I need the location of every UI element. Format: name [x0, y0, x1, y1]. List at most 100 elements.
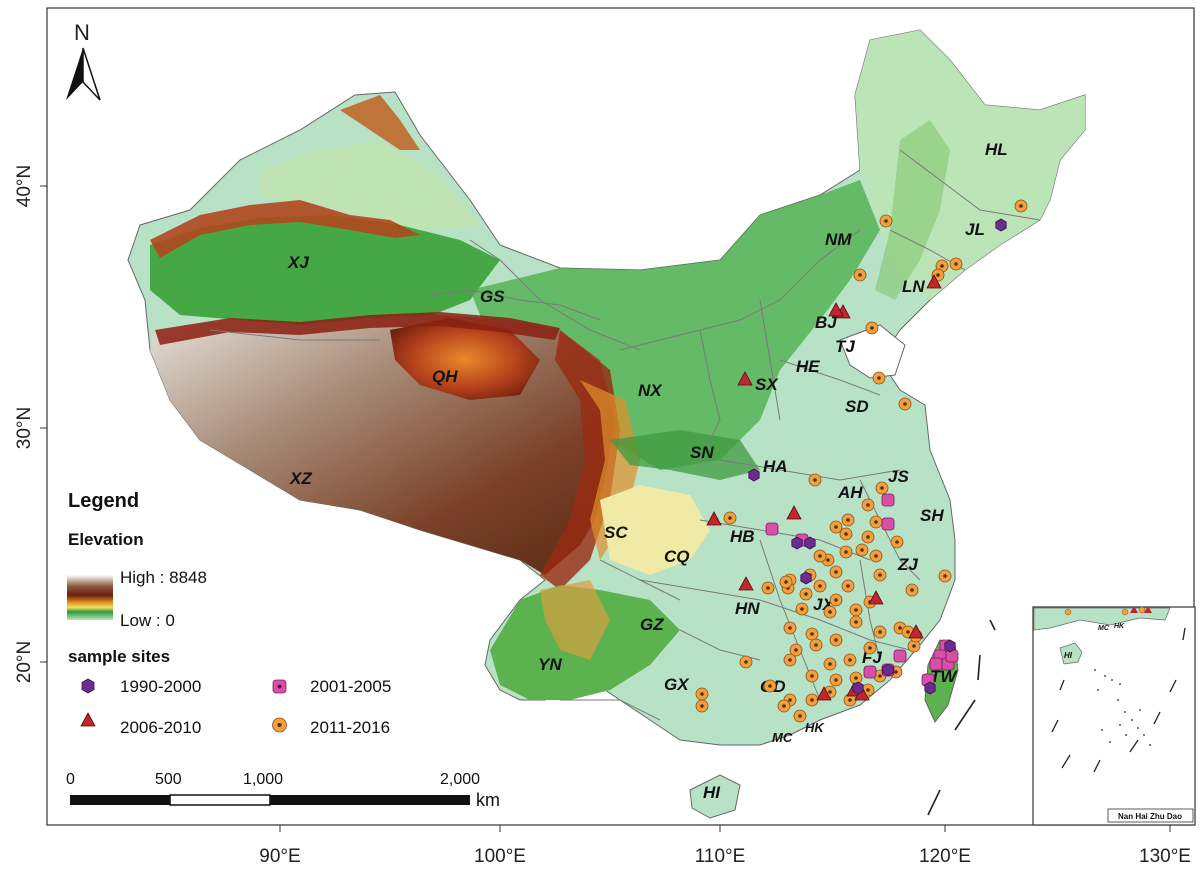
site-2011-2016-dot [866, 503, 870, 507]
site-2011-2016-dot [844, 532, 848, 536]
inset-islands [1094, 669, 1151, 746]
site-2001-2005 [881, 493, 895, 507]
scale-label-500: 500 [155, 771, 182, 788]
site-2011-2016-dot [866, 688, 870, 692]
site-1990-2000 [995, 218, 1007, 232]
site-2011-2016-dot [744, 660, 748, 664]
legend-label-1990-2000: 1990-2000 [120, 677, 201, 696]
site-2011-2016-dot [846, 584, 850, 588]
site-2011-2016-dot [910, 588, 914, 592]
site-1990-2000 [852, 681, 864, 695]
site-2006-2010 [908, 624, 924, 639]
site-2011-2016-dot [818, 554, 822, 558]
site-2011-2016-dot [800, 607, 804, 611]
site-2001-2005 [863, 665, 877, 679]
site-2011-2016-dot [854, 608, 858, 612]
scs-dashes-main [927, 619, 996, 816]
site-2011-2016-dot [834, 598, 838, 602]
site-2011-2016-dot [880, 486, 884, 490]
site-2011-2016-dot [813, 478, 817, 482]
inset-label-hk: HK [1114, 623, 1125, 630]
legend-label-2006-2010: 2006-2010 [120, 718, 201, 737]
elevation-color-ramp [67, 575, 113, 620]
site-1990-2000 [944, 639, 956, 653]
prov-label-hi: HI [703, 783, 721, 802]
site-2006-2010 [786, 505, 802, 520]
inset-title: Nan Hai Zhu Dao [1118, 812, 1182, 821]
site-2011-2016-dot [814, 643, 818, 647]
site-1990-2000 [882, 663, 894, 677]
lon-tick-120: 120°E [919, 846, 971, 867]
site-2011-2016-dot [788, 658, 792, 662]
site-2011-2016-dot [766, 586, 770, 590]
north-arrow: N [66, 20, 101, 101]
site-2001-2005 [881, 517, 895, 531]
lat-tick-40: 40°N [14, 165, 35, 207]
inset-label-mc: MC [1098, 625, 1110, 632]
northeast-hills [875, 120, 950, 300]
hexagon-marker-icon [81, 678, 95, 694]
prov-label-qh: QH [432, 367, 458, 386]
site-2011-2016-dot [782, 704, 786, 708]
scale-label-0: 0 [66, 771, 75, 788]
latitude-ticks: 40°N 30°N 20°N [14, 165, 47, 683]
prov-label-js: JS [888, 467, 909, 486]
site-2011-2016-dot [700, 692, 704, 696]
site-2011-2016-dot [903, 402, 907, 406]
site-2011-2016-dot [768, 684, 772, 688]
inset-hainan [1059, 642, 1083, 665]
site-2006-2010 [828, 302, 844, 317]
site-2011-2016-dot [878, 573, 882, 577]
site-2001-2005 [893, 649, 907, 663]
site-2011-2016-dot [700, 704, 704, 708]
site-2011-2016-dot [846, 518, 850, 522]
site-2006-2010 [737, 371, 753, 386]
prov-label-sd: SD [845, 397, 869, 416]
prov-label-sh: SH [920, 506, 944, 525]
site-2011-2016-dot [870, 326, 874, 330]
prov-label-xz: XZ [289, 469, 312, 488]
site-2011-2016-dot [940, 264, 944, 268]
site-1990-2000 [748, 468, 760, 482]
prov-label-tj: TJ [835, 337, 855, 356]
site-2006-2010 [816, 686, 832, 701]
site-2011-2016-dot [798, 714, 802, 718]
prov-label-sc: SC [604, 523, 628, 542]
site-1990-2000 [804, 536, 816, 550]
lon-tick-100: 100°E [474, 846, 526, 867]
prov-label-ha: HA [763, 457, 788, 476]
inset-sites [1064, 606, 1152, 616]
kunlun-edge [155, 312, 560, 345]
hainan-island [689, 774, 741, 819]
site-2011-2016-dot [877, 376, 881, 380]
prov-label-hk: HK [805, 720, 825, 735]
site-2001-2005 [765, 522, 779, 536]
site-2011-2016-dot [728, 516, 732, 520]
qinling-range [610, 430, 760, 480]
prov-label-gx: GX [664, 675, 690, 694]
site-2011-2016-dot [906, 630, 910, 634]
site-2011-2016-dot [828, 610, 832, 614]
site-2011-2016-dot [828, 690, 832, 694]
site-2011-2016-dot [810, 632, 814, 636]
site-2011-2016-dot [868, 646, 872, 650]
legend-item-2006-2010: 2006-2010 [80, 712, 201, 737]
site-2011-2016-dot [854, 676, 858, 680]
site-2011-2016-dot [788, 626, 792, 630]
site-2006-2010 [868, 590, 884, 605]
legend-item-2011-2016: 2011-2016 [272, 717, 390, 737]
altai-range [340, 95, 420, 150]
site-2011-2016-dot [895, 540, 899, 544]
site-2001-2005 [929, 657, 943, 671]
site-2011-2016-dot [912, 644, 916, 648]
prov-label-cq: CQ [664, 547, 690, 566]
site-2011-2016-dot [810, 674, 814, 678]
legend-sites-title: sample sites [68, 647, 170, 666]
north-arrow-icon [66, 48, 83, 100]
site-2011-2016-dot [860, 548, 864, 552]
site-2011-2016-dot [954, 262, 958, 266]
site-2006-2010 [706, 511, 722, 526]
longitude-ticks: 90°E 100°E 110°E 120°E 130°E [259, 825, 1191, 867]
site-2011-2016-dot [810, 698, 814, 702]
lon-tick-110: 110°E [695, 846, 746, 867]
